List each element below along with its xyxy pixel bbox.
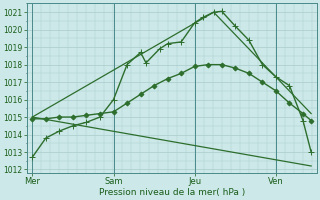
X-axis label: Pression niveau de la mer( hPa ): Pression niveau de la mer( hPa ) [99,188,245,197]
